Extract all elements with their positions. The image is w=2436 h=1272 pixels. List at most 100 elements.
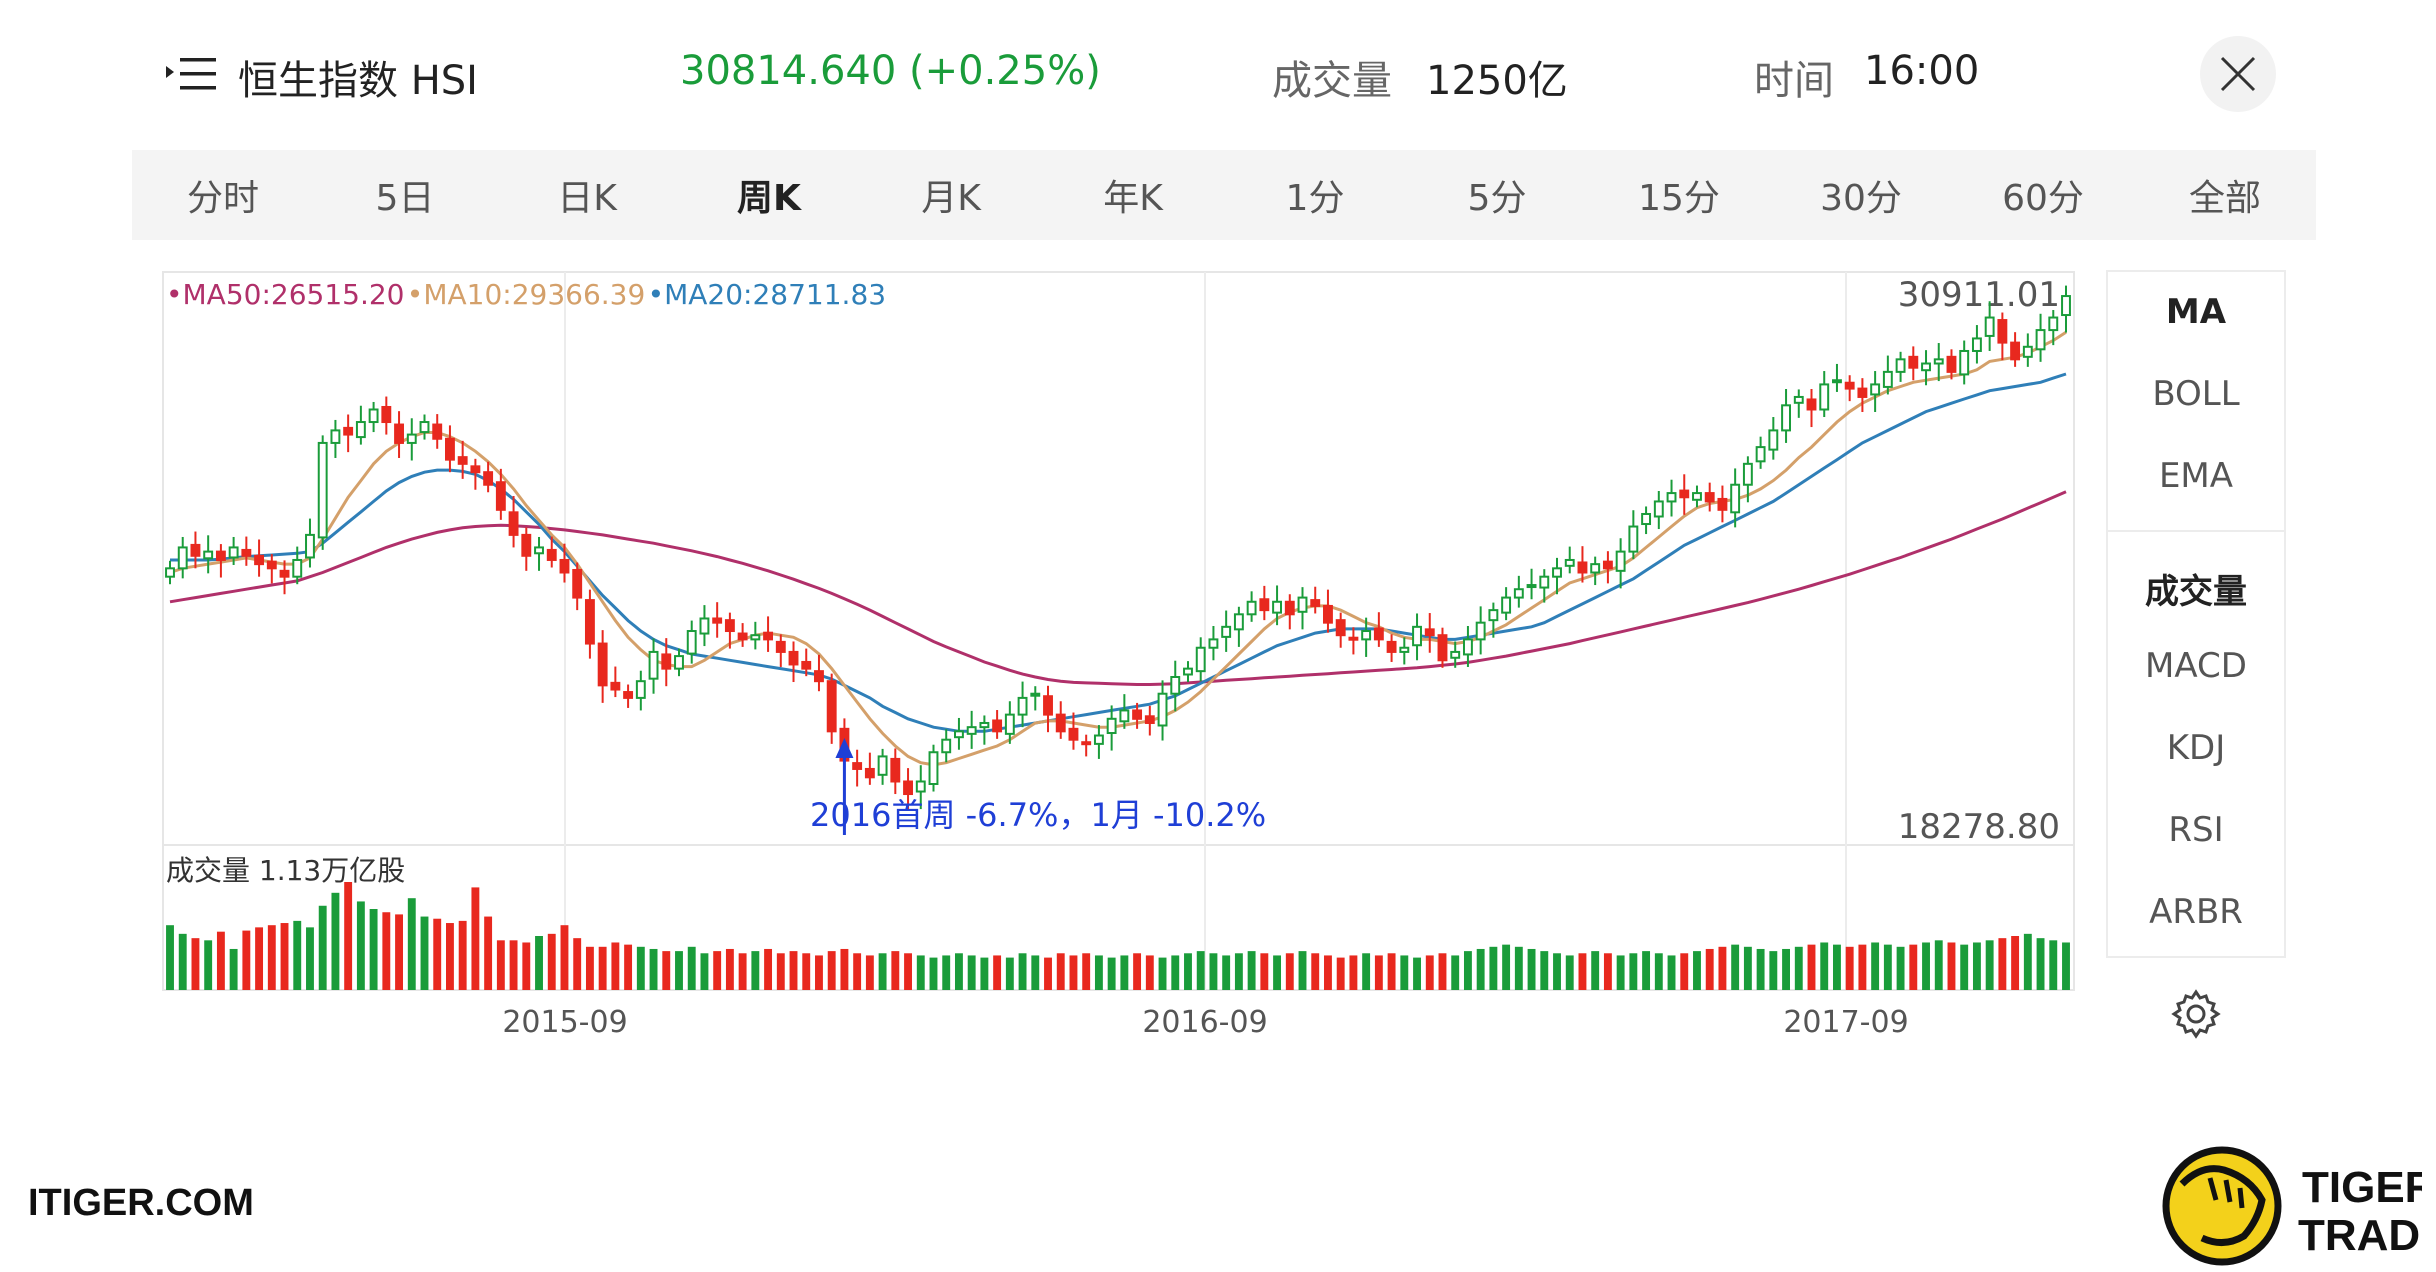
candle-body [712, 617, 723, 624]
volume-bar [1858, 944, 1867, 990]
candle-body [1373, 627, 1384, 641]
volume-bar [2023, 933, 2032, 990]
tab-6[interactable]: 1分 [1285, 178, 1345, 219]
volume-bar [1998, 938, 2007, 990]
volume-bar [216, 931, 225, 990]
candle-body [890, 757, 901, 783]
time-value: 16:00 [1864, 48, 1980, 94]
volume-bar [509, 940, 518, 990]
volume-bar [1845, 946, 1854, 990]
candle-body [190, 543, 201, 557]
tab-5[interactable]: 年K [1103, 178, 1163, 219]
volume-bar [1782, 948, 1790, 990]
candle-body [1908, 355, 1919, 369]
header-bar: 恒生指数 HSI 30814.640 (+0.25%) 成交量 1250亿 时间… [0, 20, 2436, 130]
volume-bar [1349, 955, 1358, 990]
candle-body [1106, 717, 1117, 735]
volume-bar [369, 909, 378, 990]
volume-bar [293, 920, 302, 990]
candle-body [1590, 563, 1601, 574]
candle-body [1424, 628, 1435, 637]
indicator-volume[interactable]: 成交量 [2145, 572, 2247, 612]
candle-body [1539, 575, 1550, 589]
volume-bar [1463, 951, 1472, 990]
volume-bar [1616, 955, 1625, 990]
candle-body [559, 558, 570, 574]
volume-bar [1629, 953, 1638, 990]
volume-bar [1018, 953, 1027, 990]
candle-body [1348, 636, 1359, 641]
volume-bar [1324, 955, 1332, 990]
indicator-ema[interactable]: EMA [2158, 456, 2234, 496]
volume-bar [1107, 957, 1116, 990]
candle-body [495, 481, 506, 511]
candle-body [1501, 596, 1512, 614]
candle-body [941, 738, 952, 754]
tab-10[interactable]: 60分 [2002, 178, 2084, 219]
tab-1[interactable]: 5日 [375, 178, 435, 219]
volume-bar [344, 882, 353, 990]
indicator-boll[interactable]: BOLL [2152, 374, 2240, 414]
candle-body [279, 569, 290, 578]
candle-body [1488, 609, 1499, 622]
volume-bar [178, 933, 187, 990]
candle-body [661, 653, 672, 670]
volume-bar [1425, 955, 1434, 990]
candle-body [1043, 695, 1053, 716]
volume-bar [1540, 951, 1549, 990]
volume-bar [547, 933, 556, 990]
indicator-macd[interactable]: MACD [2145, 646, 2247, 686]
volume-bar [382, 912, 391, 990]
volume-bar [306, 927, 314, 990]
volume-bar [1693, 951, 1701, 990]
indicator-ma[interactable]: MA [2165, 292, 2227, 332]
volume-bar [1527, 948, 1536, 990]
candle-body [419, 421, 430, 434]
candle-body [1055, 713, 1066, 733]
indicator-kdj[interactable]: KDJ [2166, 728, 2226, 768]
close-button[interactable] [2200, 36, 2276, 112]
candle-body [1272, 600, 1283, 614]
candle-body [1093, 734, 1104, 745]
ma10-line [169, 330, 2067, 767]
candle-body [915, 780, 926, 793]
volume-bar [1922, 942, 1930, 990]
tab-7[interactable]: 5分 [1467, 178, 1527, 219]
candle-body [1602, 560, 1613, 570]
candle-body [1628, 525, 1639, 553]
volume-bar [1667, 955, 1676, 990]
volume-bar [1273, 955, 1282, 990]
volume-bar [2011, 936, 2020, 990]
volume-value: 1250亿 [1426, 58, 1568, 104]
tab-2[interactable]: 日K [557, 178, 617, 219]
candle-body [203, 550, 214, 560]
volume-bar [764, 948, 773, 990]
candle-body [445, 437, 455, 461]
candle-body [1870, 383, 1881, 396]
candle-body [1921, 362, 1931, 372]
candle-body [1462, 638, 1473, 656]
candle-body [1806, 398, 1817, 411]
tab-0[interactable]: 分时 [186, 178, 259, 219]
volume-bar [2062, 942, 2070, 990]
annotation-arrow-head [835, 738, 854, 758]
candle-body [1692, 492, 1702, 501]
ma-legend-item: •MA20:28711.83 [648, 278, 887, 311]
indicator-arbr[interactable]: ARBR [2149, 892, 2243, 932]
candle-body [1717, 497, 1728, 511]
tab-4[interactable]: 月K [921, 178, 981, 219]
volume-bar [725, 948, 734, 990]
tab-3[interactable]: 周K [737, 178, 801, 219]
candle-body [228, 546, 239, 559]
list-menu-icon[interactable] [162, 52, 220, 96]
settings-button[interactable] [2168, 986, 2224, 1042]
candle-body [508, 511, 519, 536]
indicator-rsi[interactable]: RSI [2168, 810, 2224, 850]
tab-11[interactable]: 全部 [2188, 178, 2261, 219]
tab-9[interactable]: 30分 [1820, 178, 1902, 219]
tab-8[interactable]: 15分 [1638, 178, 1720, 219]
candle-body [1819, 383, 1830, 411]
volume-bar [942, 955, 951, 990]
volume-bar [407, 898, 416, 990]
